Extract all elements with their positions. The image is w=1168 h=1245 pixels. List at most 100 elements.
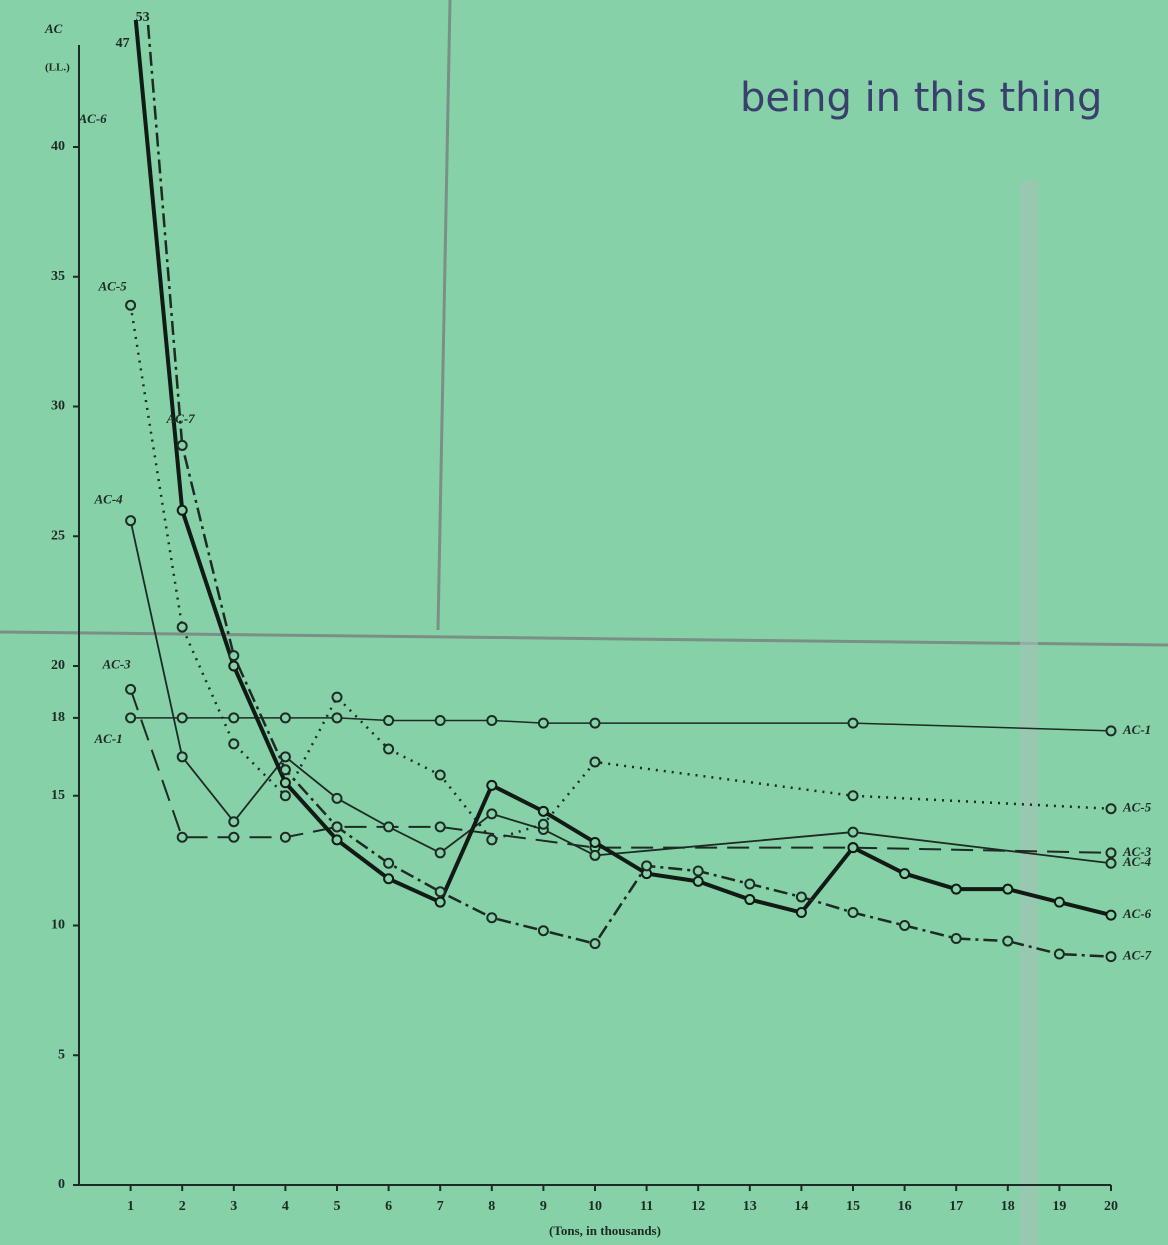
series-point — [281, 778, 290, 787]
series-point — [487, 716, 496, 725]
series-point — [333, 822, 342, 831]
x-tick-label: 10 — [588, 1199, 602, 1214]
x-axis-label: (Tons, in thousands) — [549, 1223, 661, 1238]
series-point — [539, 807, 548, 816]
series-point — [849, 828, 858, 837]
x-tick-label: 6 — [385, 1199, 392, 1214]
series-point — [849, 791, 858, 800]
series-point — [281, 713, 290, 722]
series-point — [229, 833, 238, 842]
y-tick-label: 5 — [58, 1047, 65, 1062]
series-point — [281, 833, 290, 842]
series-point — [384, 716, 393, 725]
x-tick-label: 14 — [794, 1199, 808, 1214]
x-tick-label: 5 — [334, 1199, 341, 1214]
y-tick-label: 10 — [51, 918, 65, 933]
x-tick-label: 18 — [1001, 1199, 1015, 1214]
series-point — [591, 758, 600, 767]
x-tick-label: 12 — [691, 1199, 705, 1214]
series-point — [281, 752, 290, 761]
y-tick-label: 18 — [51, 710, 65, 725]
series-end-label: AC-7 — [1122, 948, 1152, 963]
series-point — [539, 719, 548, 728]
series-point — [178, 441, 187, 450]
series-point — [333, 835, 342, 844]
series-point — [1107, 804, 1116, 813]
series-point — [591, 939, 600, 948]
series-point — [229, 651, 238, 660]
chart: AC (LL.) (Tons, in thousands) being in t… — [0, 0, 1168, 1245]
y-tick-label: 25 — [51, 528, 65, 543]
x-tick-label: 11 — [640, 1199, 653, 1214]
series-point — [900, 869, 909, 878]
series-point — [229, 662, 238, 671]
series-start-label: AC-4 — [94, 492, 124, 507]
series-point — [436, 887, 445, 896]
series-point — [281, 765, 290, 774]
series-point — [384, 822, 393, 831]
series-start-label: AC-7 — [166, 411, 196, 426]
series-point — [849, 908, 858, 917]
series-point — [333, 794, 342, 803]
series-point — [694, 867, 703, 876]
x-tick-label: 17 — [949, 1199, 963, 1214]
x-tick-label: 1 — [127, 1199, 134, 1214]
series-point — [1107, 726, 1116, 735]
series-point — [126, 301, 135, 310]
handwritten-note: being in this thing — [740, 75, 1102, 121]
series-point — [539, 926, 548, 935]
series-point — [487, 781, 496, 790]
series-point — [384, 859, 393, 868]
series-start-label: AC-3 — [102, 656, 132, 671]
series-start-label: AC-6 — [78, 111, 108, 126]
series-point — [1003, 937, 1012, 946]
series-start-label: AC-1 — [94, 731, 123, 746]
series-point — [178, 506, 187, 515]
series-point — [436, 822, 445, 831]
series-point — [591, 719, 600, 728]
series-point — [384, 874, 393, 883]
series-point — [591, 838, 600, 847]
series-point — [745, 895, 754, 904]
x-tick-label: 16 — [898, 1199, 912, 1214]
off-scale-value-label: 53 — [136, 10, 150, 25]
series-start-label: AC-5 — [98, 278, 128, 293]
series-point — [178, 752, 187, 761]
off-scale-value-label: 47 — [116, 36, 130, 51]
series-point — [1055, 898, 1064, 907]
x-tick-label: 15 — [846, 1199, 860, 1214]
y-tick-label: 40 — [51, 139, 65, 154]
series-point — [1107, 911, 1116, 920]
series-point — [1107, 952, 1116, 961]
series-point — [178, 623, 187, 632]
series-point — [487, 913, 496, 922]
series-end-label: AC-1 — [1122, 722, 1151, 737]
series-point — [539, 820, 548, 829]
series-point — [126, 516, 135, 525]
series-point — [281, 791, 290, 800]
series-point — [1003, 885, 1012, 894]
series-point — [849, 843, 858, 852]
series-end-label: AC-5 — [1122, 800, 1152, 815]
series-point — [642, 861, 651, 870]
y-axis-unit: (LL.) — [45, 62, 70, 74]
x-tick-label: 3 — [230, 1199, 237, 1214]
series-point — [797, 908, 806, 917]
x-tick-label: 7 — [437, 1199, 444, 1214]
series-point — [178, 713, 187, 722]
series-point — [797, 892, 806, 901]
paper — [0, 0, 1168, 1245]
series-point — [952, 885, 961, 894]
series-point — [487, 835, 496, 844]
paper-strip — [1020, 180, 1038, 1245]
series-point — [487, 809, 496, 818]
series-point — [333, 713, 342, 722]
y-tick-label: 35 — [51, 269, 65, 284]
series-end-label: AC-4 — [1122, 854, 1152, 869]
x-tick-label: 13 — [743, 1199, 757, 1214]
y-tick-label: 15 — [51, 788, 65, 803]
series-point — [1055, 950, 1064, 959]
x-tick-label: 19 — [1052, 1199, 1066, 1214]
x-tick-label: 8 — [488, 1199, 495, 1214]
page: AC (LL.) (Tons, in thousands) being in t… — [0, 0, 1168, 1245]
